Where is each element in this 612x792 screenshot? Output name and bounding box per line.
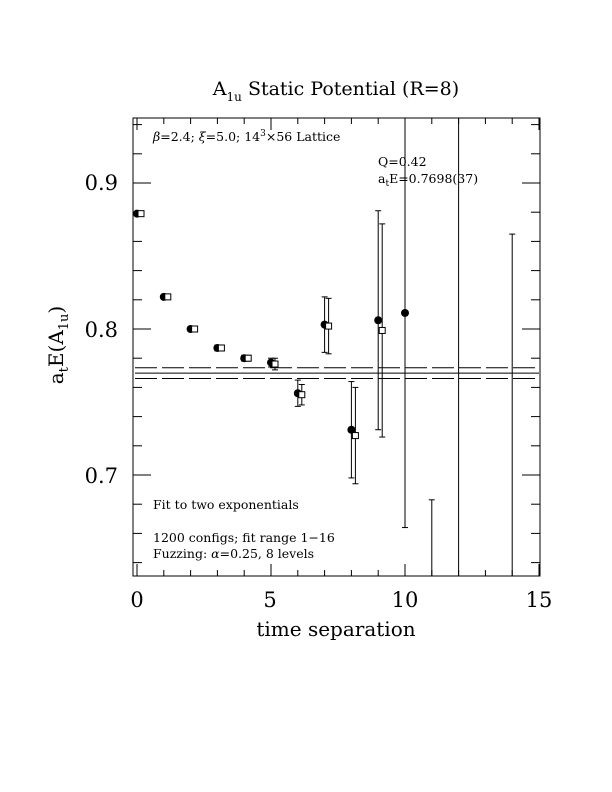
y-axis-label: atE(A1u) [44,306,72,385]
q-annotation: Q=0.42 [378,154,427,169]
fit-energy-annotation: atE=0.7698(37) [378,171,478,189]
y-tick-label-0.7: 0.7 [85,464,118,488]
data-point-square [137,210,145,218]
data-point-circle [347,425,356,434]
data-point-square [325,322,333,330]
x-tick-label-15: 15 [526,588,553,612]
data-point-square [351,432,359,440]
data-point-square [271,360,279,368]
y-tick-label-0.8: 0.8 [85,318,118,342]
configs-annotation: 1200 configs; fit range 1−16 [153,530,335,545]
data-point-square [217,344,225,352]
x-tick-label-0: 0 [130,588,143,612]
data-point-square [164,293,172,301]
data-point-square [244,354,252,362]
x-tick-label-10: 10 [392,588,419,612]
fit-label-annotation: Fit to two exponentials [153,497,299,512]
x-axis-label: time separation [256,617,415,641]
data-point-circle [401,308,409,317]
x-tick-label-5: 5 [263,588,276,612]
data-point-square [378,326,386,334]
plot-frame [132,117,541,577]
y-tick-label-0.9: 0.9 [85,171,118,195]
lattice-annotation: β=2.4; ξ=5.0; 143×56 Lattice [152,129,340,144]
data-point-square [191,325,199,333]
y-ticks [133,182,540,476]
data-point-circle [374,316,383,325]
fuzzing-annotation: Fuzzing: α=0.25, 8 levels [153,546,314,561]
chart-title: A1u Static Potential (R=8) [212,78,459,104]
data-point-square [298,391,306,399]
fit-band [135,367,539,379]
data-markers [133,209,409,440]
